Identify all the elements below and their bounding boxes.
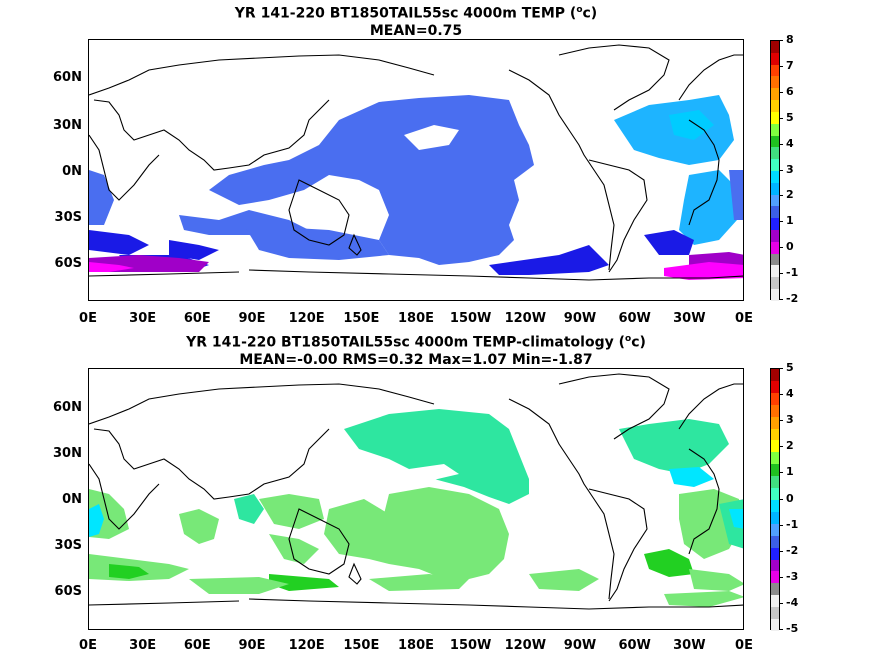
colorbar-label: -3 — [786, 569, 799, 583]
bottom-field — [89, 409, 743, 607]
colorbar-label: 3 — [786, 162, 794, 176]
colorbar-label: -4 — [786, 595, 799, 609]
lon-label: 90E — [238, 638, 266, 653]
lon-label: 60W — [618, 311, 651, 326]
colorbar-tick — [780, 629, 783, 630]
lon-label: 60E — [183, 311, 211, 326]
colorbar-label: 2 — [786, 188, 794, 202]
lat-label: 0N — [62, 492, 82, 507]
colorbar-label: -2 — [786, 543, 799, 557]
colorbar-label: -1 — [786, 517, 799, 531]
colorbar-label: 4 — [786, 136, 794, 150]
lon-label: 90W — [563, 311, 597, 326]
bottom-map — [88, 368, 744, 630]
top-map — [88, 39, 744, 301]
colorbar-tick — [780, 221, 783, 223]
colorbar-tick — [780, 247, 783, 249]
colorbar-tick — [780, 91, 783, 93]
colorbar-label: 5 — [786, 361, 794, 374]
colorbar-tick — [780, 420, 783, 422]
lon-label: 30W — [673, 311, 706, 326]
bottom-coastlines — [89, 373, 743, 610]
top-coastlines — [89, 44, 743, 281]
colorbar-tick — [780, 40, 783, 41]
lon-label: 150W — [449, 311, 492, 326]
lon-label: 0E — [79, 311, 97, 326]
colorbar-tick — [780, 195, 783, 197]
lon-label: 180E — [397, 311, 435, 326]
lat-label: 60S — [54, 256, 82, 271]
lon-label: 60W — [618, 638, 651, 653]
colorbar-tick — [780, 524, 783, 526]
lon-label: 60E — [183, 638, 211, 653]
colorbar-tick — [780, 368, 783, 369]
bottom-panel-title: YR 141-220 BT1850TAIL55sc 4000m TEMP-cli… — [186, 334, 646, 368]
lon-label: 0E — [79, 638, 97, 653]
lat-label: 60S — [54, 584, 82, 599]
lat-label: 0N — [62, 164, 82, 179]
colorbar-tick — [780, 299, 783, 300]
colorbar-tick — [780, 273, 783, 275]
colorbar-tick — [780, 143, 783, 145]
lon-label: 30E — [129, 638, 157, 653]
lat-label: 60N — [53, 400, 82, 415]
colorbar-tick — [780, 65, 783, 67]
lon-label: 90W — [563, 638, 597, 653]
colorbar-tick — [780, 117, 783, 119]
lon-label: 30W — [673, 638, 706, 653]
colorbar-label: 4 — [786, 387, 794, 401]
lon-label: 120W — [504, 638, 547, 653]
colorbar-label: 0 — [786, 240, 794, 254]
colorbar-label: 1 — [786, 214, 794, 228]
colorbar-label: -1 — [786, 266, 799, 280]
lon-label: 180E — [397, 638, 435, 653]
colorbar-tick — [780, 550, 783, 552]
colorbar-label: 8 — [786, 33, 794, 46]
top-panel-title: YR 141-220 BT1850TAIL55sc 4000m TEMP (oc… — [234, 5, 598, 39]
top-panel-mean: MEAN=0.75 — [369, 22, 463, 39]
lon-label: 0E — [735, 311, 753, 326]
colorbar-label: -5 — [786, 622, 799, 635]
colorbar-tick — [780, 498, 783, 500]
colorbar-label: -2 — [786, 292, 799, 305]
lat-label: 30S — [54, 538, 82, 553]
top-field — [89, 95, 743, 280]
colorbar-label: 7 — [786, 58, 794, 72]
lat-label: 30N — [53, 118, 82, 133]
colorbar-label: 1 — [786, 465, 794, 479]
lon-label: 120E — [288, 311, 325, 326]
colorbar-label: 2 — [786, 439, 794, 453]
lon-label: 120E — [288, 638, 325, 653]
colorbar-tick — [780, 602, 783, 604]
lon-label: 150E — [343, 311, 380, 326]
lon-label: 30E — [129, 311, 157, 326]
lon-label: 150E — [343, 638, 380, 653]
bottom-colorbar — [770, 368, 780, 631]
colorbar-label: 3 — [786, 413, 794, 427]
lat-label: 60N — [53, 70, 82, 85]
lat-label: 30N — [53, 446, 82, 461]
top-colorbar — [770, 40, 780, 301]
lon-label: 0E — [735, 638, 753, 653]
lat-label: 30S — [54, 210, 82, 225]
colorbar-label: 5 — [786, 110, 794, 124]
lon-label: 90E — [238, 311, 266, 326]
bottom-panel-stats: MEAN=-0.00 RMS=0.32 Max=1.07 Min=-1.87 — [239, 351, 593, 368]
lon-label: 150W — [449, 638, 492, 653]
colorbar-tick — [780, 472, 783, 474]
colorbar-tick — [780, 576, 783, 578]
lon-label: 120W — [504, 311, 547, 326]
colorbar-label: 6 — [786, 84, 794, 98]
colorbar-tick — [780, 169, 783, 171]
colorbar-label: 0 — [786, 491, 794, 505]
colorbar-tick — [780, 446, 783, 448]
colorbar-tick — [780, 394, 783, 396]
